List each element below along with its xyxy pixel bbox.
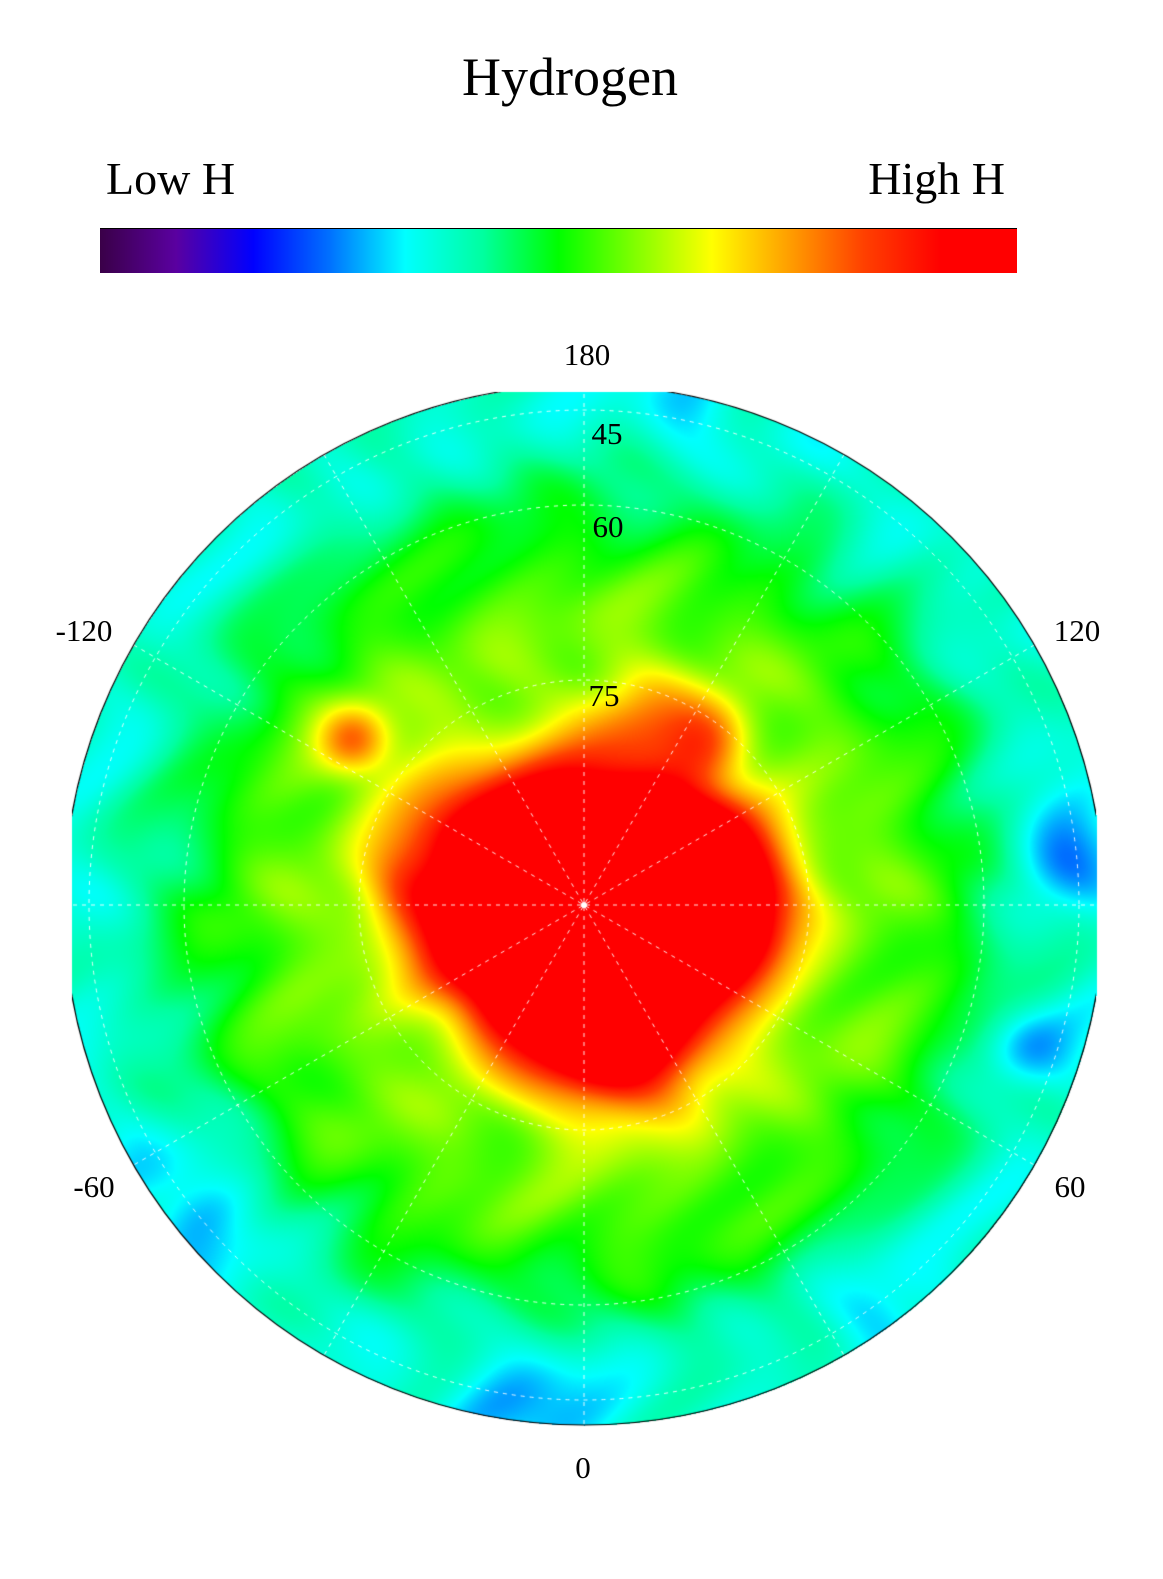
longitude-label-minus60: -60 bbox=[73, 1169, 115, 1204]
longitude-label-minus120: -120 bbox=[55, 613, 113, 648]
colorbar bbox=[100, 228, 1017, 273]
colorbar-low-label: Low H bbox=[106, 153, 236, 204]
longitude-label-180: 180 bbox=[563, 337, 611, 372]
colorbar-high-label: High H bbox=[868, 153, 1005, 204]
longitude-label-60: 60 bbox=[1054, 1169, 1086, 1204]
map-title: Hydrogen bbox=[462, 47, 678, 107]
longitude-label-120: 120 bbox=[1053, 613, 1101, 648]
longitude-label-0: 0 bbox=[575, 1450, 591, 1485]
latitude-label-45: 45 bbox=[591, 416, 623, 451]
latitude-label-60: 60 bbox=[592, 509, 624, 544]
latitude-label-75: 75 bbox=[588, 678, 620, 713]
